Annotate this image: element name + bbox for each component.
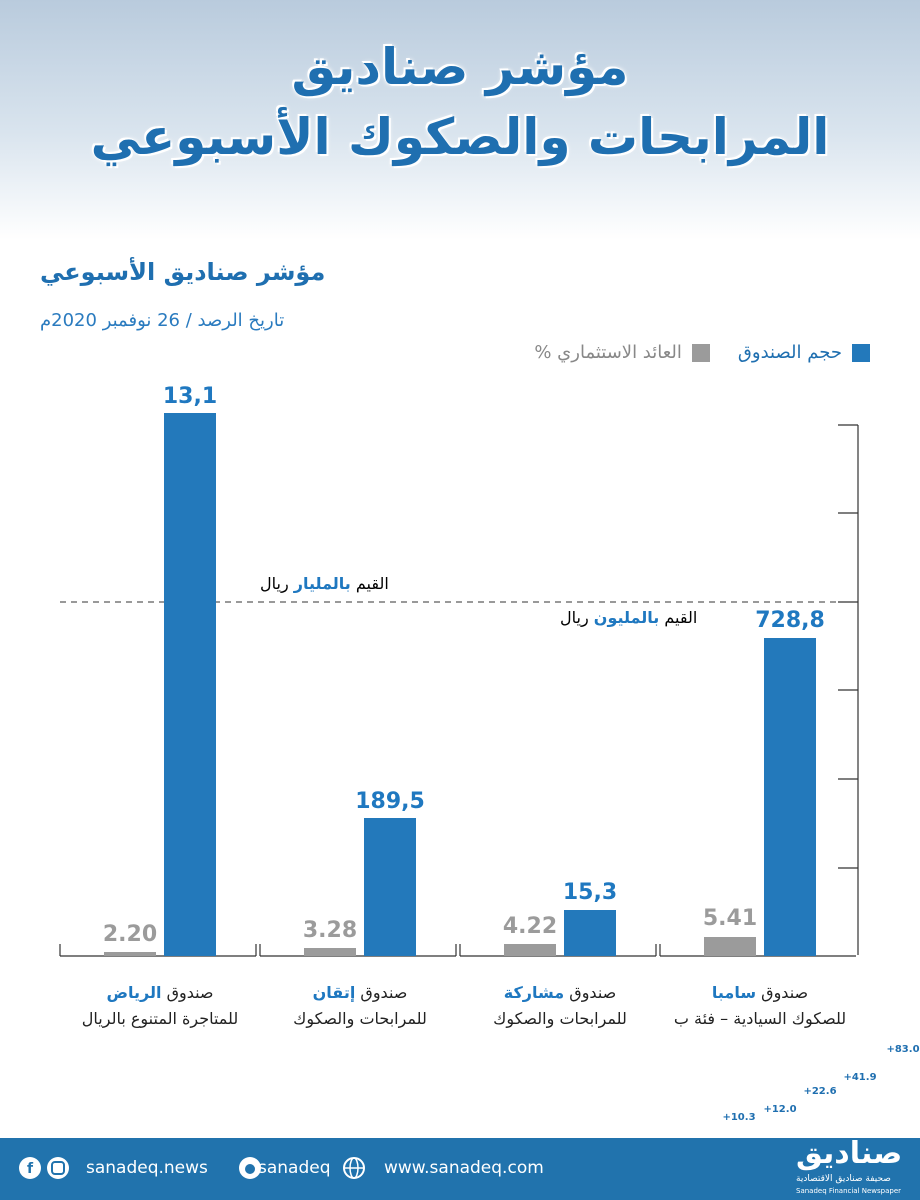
fund-highlight: مشاركة	[503, 983, 565, 1002]
size-bar	[764, 638, 816, 956]
header-background	[0, 0, 920, 240]
tagline: Sanadeq Financial Newspaper	[796, 1187, 902, 1195]
return-bar	[504, 944, 556, 956]
note-part: القيم	[355, 574, 389, 593]
tagline: صحيفة صناديق الاقتصادية	[796, 1174, 891, 1184]
fund-line: للمرابحات والصكوك	[493, 1009, 627, 1028]
web-icon	[343, 1157, 365, 1179]
social-icons: f	[19, 1157, 261, 1179]
fund-prefix: صندوق	[761, 983, 809, 1002]
note: القيم بالمليون ريال	[560, 608, 697, 627]
svg-text:f: f	[27, 1161, 34, 1177]
fund-line: صندوق سامبا	[660, 980, 860, 1006]
fund-prefix: صندوق	[360, 983, 408, 1002]
size-bar	[564, 910, 616, 956]
date-text: تاريخ الرصد / 26 نوفمبر 2020م	[40, 310, 285, 331]
step-label: +83.0	[886, 1044, 920, 1055]
social-text: sanadeq.news	[86, 1158, 208, 1178]
note-part: القيم	[664, 608, 698, 627]
chart-frame	[59, 424, 860, 957]
fund-line: صندوق مشاركة	[460, 980, 660, 1006]
title: المرابحات والصكوك الأسبوعي	[90, 108, 830, 166]
step-label: +22.6	[803, 1086, 837, 1097]
step	[800, 1100, 840, 1138]
legend-label: حجم الصندوق	[737, 342, 842, 363]
fund-prefix: صندوق	[569, 983, 617, 1002]
return-bar	[304, 948, 356, 956]
fund-line: صندوق الرياض	[60, 980, 260, 1006]
note-part: بالمليون	[593, 608, 660, 627]
right-axis	[59, 424, 859, 957]
step	[710, 1126, 760, 1138]
legend-swatch	[852, 343, 870, 362]
fund-name: صندوق الرياض للمتاجرة المتنوع بالريال	[60, 980, 260, 1032]
legend-swatch	[691, 343, 710, 362]
note-part: ريال	[560, 608, 589, 627]
return-label: 3.28	[302, 918, 358, 943]
return-bar	[104, 952, 156, 956]
footer	[0, 1138, 920, 1200]
fund-line: للصكوك السيادية – فئة ب	[673, 1009, 847, 1028]
fund-line: للمتاجرة المتنوع بالريال	[81, 1009, 239, 1028]
step-label: +12.0	[763, 1104, 797, 1115]
social-text: www.sanadeq.com	[384, 1158, 544, 1178]
size-label: 189,5	[355, 789, 425, 814]
title: مؤشر صناديق	[291, 38, 629, 96]
size-label: 15,3	[562, 880, 618, 905]
fund-line: للمرابحات والصكوك	[293, 1009, 427, 1028]
step	[760, 1118, 800, 1138]
fund-name: صندوق مشاركة للمرابحات والصكوك	[460, 980, 660, 1032]
size-bar	[364, 818, 416, 956]
size-label: 728,8	[755, 608, 825, 633]
return-label: 2.20	[102, 922, 158, 947]
subtitle: مؤشر صناديق الأسبوعي	[40, 258, 380, 286]
legend: حجم الصندوق العائد الاستثماري %	[534, 342, 870, 363]
step	[880, 1058, 920, 1138]
legend-label: العائد الاستثماري %	[534, 342, 682, 363]
size-label: 13,1	[162, 384, 218, 409]
note-part: ريال	[260, 574, 289, 593]
logo-small: Sanadeq	[798, 1128, 838, 1137]
fund-highlight: إتقان	[312, 983, 356, 1002]
step-label: +10.3	[722, 1112, 756, 1123]
logo: صناديق	[796, 1136, 903, 1171]
fund-prefix: صندوق	[166, 983, 214, 1002]
size-bar	[164, 413, 216, 956]
date: تاريخ الرصد / 26 نوفمبر 2020م	[40, 310, 360, 331]
fund-highlight: سامبا	[711, 983, 757, 1002]
note-part: بالمليار	[293, 574, 351, 593]
return-label: 5.41	[702, 906, 758, 931]
note: القيم بالمليار ريال	[260, 574, 389, 593]
return-label: 4.22	[502, 914, 558, 939]
fund-highlight: الرياض	[106, 983, 162, 1002]
step	[840, 1086, 880, 1138]
fund-line: صندوق إتقان	[260, 980, 460, 1006]
return-bar	[704, 937, 756, 956]
fund-name: صندوق سامبا للصكوك السيادية – فئة ب	[660, 980, 860, 1032]
social-text: sanadeq	[258, 1158, 331, 1178]
fund-name: صندوق إتقان للمرابحات والصكوك	[260, 980, 460, 1032]
step-label: +41.9	[843, 1072, 877, 1083]
subtitle-text: مؤشر صناديق الأسبوعي	[40, 258, 326, 286]
